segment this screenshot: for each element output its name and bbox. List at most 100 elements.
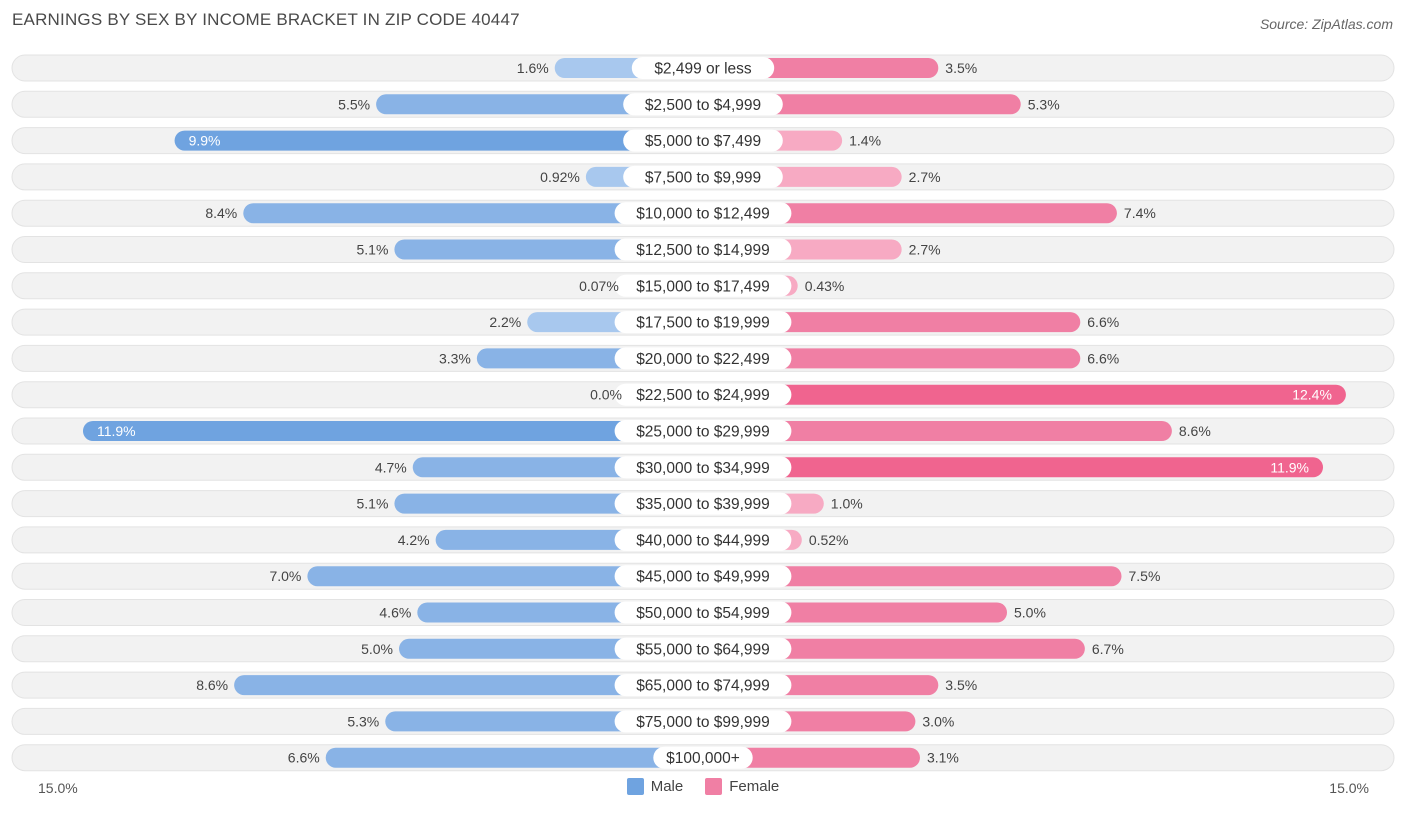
bar-male: [307, 566, 703, 587]
category-label: $35,000 to $39,999: [636, 496, 770, 513]
value-label-male: 4.7%: [375, 459, 407, 475]
bar-male: [376, 94, 703, 115]
value-label-male: 3.3%: [439, 350, 471, 366]
category-label: $55,000 to $64,999: [636, 641, 770, 658]
value-label-male: 2.2%: [489, 314, 521, 330]
bar-female: [703, 312, 1081, 333]
value-label-male: 4.6%: [379, 605, 411, 621]
category-label: $50,000 to $54,999: [636, 605, 770, 622]
category-label-pill: [623, 165, 783, 188]
legend-swatch-male: [626, 778, 644, 795]
category-label: $10,000 to $12,499: [636, 206, 770, 223]
category-label: $20,000 to $22,499: [636, 351, 770, 368]
category-label: $40,000 to $44,999: [636, 532, 770, 549]
value-label-female: 1.0%: [831, 496, 863, 512]
category-label: $22,500 to $24,999: [636, 387, 770, 404]
bar-male: [325, 747, 703, 768]
value-label-male: 5.5%: [338, 96, 370, 112]
value-label-female: 3.1%: [927, 750, 959, 766]
value-label-female: 7.4%: [1124, 205, 1156, 221]
category-label-pill: [614, 383, 792, 406]
bar-female: [703, 638, 1085, 659]
category-label-pill: [614, 492, 792, 515]
value-label-male: 5.1%: [356, 242, 388, 258]
bar-male: [82, 421, 704, 441]
chart-svg: $2,499 or less 1.6% 3.5% $2,500 to $4,999 5.…: [11, 54, 1395, 772]
bar-female: [703, 421, 1172, 441]
value-label-male: 4.2%: [398, 532, 430, 548]
bar-male: [234, 675, 703, 696]
category-label: $45,000 to $49,999: [636, 569, 770, 586]
bar-female: [703, 384, 1346, 405]
bar-female: [703, 203, 1117, 224]
category-label: $25,000 to $29,999: [636, 424, 770, 441]
value-label-female: 0.43%: [805, 278, 845, 294]
category-label-pill: [614, 420, 792, 442]
category-label: $2,500 to $4,999: [645, 97, 761, 114]
value-label-female: 7.5%: [1129, 568, 1161, 584]
bar-male: [243, 203, 703, 224]
category-label: $2,499 or less: [654, 61, 752, 78]
category-label: $100,000+: [666, 750, 740, 767]
value-label-male: 5.0%: [361, 641, 393, 657]
value-label-male: 11.9%: [97, 423, 136, 439]
value-label-female: 8.6%: [1179, 423, 1211, 439]
category-label-pill: [614, 238, 792, 261]
legend-label-female: Female: [729, 778, 780, 795]
category-label: $15,000 to $17,499: [636, 278, 770, 295]
bar-male: [174, 130, 703, 151]
value-label-male: 0.07%: [579, 278, 619, 294]
category-label-pill: [614, 674, 792, 697]
category-label-pill: [653, 746, 753, 769]
category-label-pill: [614, 528, 792, 551]
value-label-female: 5.3%: [1028, 96, 1060, 112]
category-label-pill: [614, 456, 792, 479]
category-label: $30,000 to $34,999: [636, 460, 770, 477]
category-label: $7,500 to $9,999: [645, 169, 761, 186]
legend: Male Female: [0, 778, 1406, 795]
category-label-pill: [614, 565, 792, 588]
value-label-female: 2.7%: [909, 242, 941, 258]
bar-female: [703, 747, 920, 768]
value-label-male: 0.92%: [540, 169, 580, 185]
value-label-female: 0.52%: [809, 532, 849, 548]
value-label-female: 3.5%: [945, 677, 977, 693]
category-label: $65,000 to $74,999: [636, 678, 770, 695]
category-label-pill: [614, 202, 792, 225]
value-label-male: 7.0%: [269, 568, 301, 584]
value-label-female: 3.0%: [922, 713, 954, 729]
category-label: $5,000 to $7,499: [645, 133, 761, 150]
value-label-male: 1.6%: [517, 60, 549, 76]
value-label-male: 6.6%: [288, 750, 320, 766]
value-label-male: 8.4%: [205, 205, 237, 221]
category-label-pill: [631, 57, 775, 79]
category-label-pill: [623, 93, 783, 116]
category-label-pill: [614, 601, 792, 624]
value-label-female: 3.5%: [945, 60, 977, 76]
value-label-male: 0.0%: [590, 387, 622, 403]
category-label: $75,000 to $99,999: [636, 714, 770, 731]
category-label-pill: [614, 637, 792, 660]
bar-female: [703, 348, 1081, 369]
value-label-male: 5.1%: [356, 496, 388, 512]
value-label-male: 5.3%: [347, 713, 379, 729]
value-label-female: 1.4%: [849, 133, 881, 149]
value-label-female: 11.9%: [1270, 459, 1309, 475]
category-label-pill: [614, 710, 792, 733]
category-label-pill: [614, 274, 792, 297]
value-label-female: 2.7%: [909, 169, 941, 185]
bar-female: [703, 566, 1122, 587]
value-label-female: 12.4%: [1292, 387, 1332, 403]
chart-title: EARNINGS BY SEX BY INCOME BRACKET IN ZIP…: [12, 10, 520, 29]
bar-female: [703, 94, 1021, 115]
legend-item-male[interactable]: Male: [626, 778, 684, 795]
legend-label-male: Male: [650, 778, 684, 795]
legend-item-female[interactable]: Female: [705, 778, 779, 795]
legend-swatch-female: [705, 778, 723, 795]
category-label: $17,500 to $19,999: [636, 315, 770, 332]
value-label-female: 6.7%: [1092, 641, 1124, 657]
category-label-pill: [623, 129, 783, 152]
axis-max-label: 15.0%: [1329, 780, 1369, 796]
bar-female: [703, 457, 1324, 478]
source-note: Source: ZipAtlas.com: [1259, 16, 1393, 32]
